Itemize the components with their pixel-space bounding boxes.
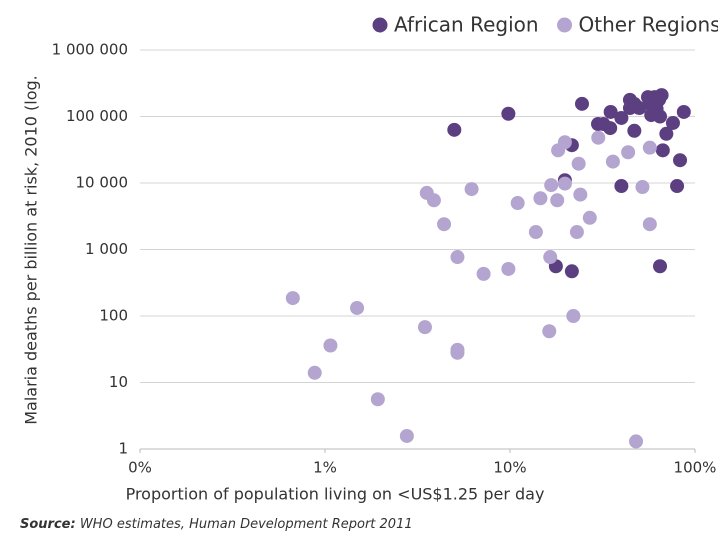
data-point xyxy=(627,123,642,138)
x-tick-label: 100% xyxy=(674,459,717,477)
data-point xyxy=(632,101,647,116)
data-point xyxy=(655,143,670,158)
data-point xyxy=(323,338,338,353)
data-point xyxy=(603,104,618,119)
y-tick-label: 1 xyxy=(118,440,128,458)
data-point xyxy=(673,153,688,168)
data-point xyxy=(642,140,657,155)
data-point xyxy=(399,428,414,443)
y-tick-label: 100 000 xyxy=(66,107,128,125)
data-point xyxy=(564,264,579,279)
data-point xyxy=(557,135,572,150)
data-point xyxy=(571,156,586,171)
data-point xyxy=(642,217,657,232)
data-point xyxy=(437,217,452,232)
data-point xyxy=(603,121,618,136)
y-tick-label: 1 000 xyxy=(85,240,128,258)
x-tick-label: 0% xyxy=(128,459,152,477)
data-point xyxy=(307,365,322,380)
legend-label: African Region xyxy=(394,13,539,37)
data-point xyxy=(426,193,441,208)
data-point xyxy=(450,250,465,265)
data-point xyxy=(605,154,620,169)
data-point xyxy=(614,110,629,125)
x-tick-label: 1% xyxy=(313,459,337,477)
data-point xyxy=(447,122,462,137)
data-point xyxy=(350,300,365,315)
source: Source: WHO estimates, Human Development… xyxy=(20,517,413,532)
y-axis-label: Malaria deaths per billion at risk, 2010… xyxy=(22,75,41,425)
source-text: WHO estimates, Human Development Report … xyxy=(80,517,413,532)
data-point xyxy=(569,225,584,240)
data-point xyxy=(417,320,432,335)
data-point xyxy=(659,126,674,141)
data-point xyxy=(450,345,465,360)
data-point xyxy=(591,130,606,145)
legend-label: Other Regions xyxy=(579,13,718,37)
x-axis-label: Proportion of population living on <US$1… xyxy=(126,485,545,504)
data-point xyxy=(510,196,525,211)
data-point xyxy=(566,309,581,323)
data-point xyxy=(476,266,491,281)
legend-marker xyxy=(557,17,573,33)
data-point xyxy=(544,178,559,193)
x-tick-label: 10% xyxy=(493,459,526,477)
data-point xyxy=(582,210,597,225)
data-point xyxy=(653,109,668,124)
y-tick-label: 10 xyxy=(109,373,128,391)
data-point xyxy=(557,176,572,191)
data-point xyxy=(550,193,565,208)
legend-marker xyxy=(372,17,388,33)
data-point xyxy=(574,96,589,111)
data-point xyxy=(501,106,516,121)
data-point xyxy=(665,115,680,130)
y-tick-label: 10 000 xyxy=(76,174,129,192)
data-point xyxy=(629,434,644,449)
data-point xyxy=(670,179,685,194)
source-label: Source: xyxy=(20,517,76,532)
data-point xyxy=(370,392,385,407)
data-point xyxy=(573,187,588,202)
data-point xyxy=(542,324,557,339)
data-point xyxy=(501,261,516,276)
data-point xyxy=(653,259,668,274)
data-point xyxy=(614,179,629,194)
data-point xyxy=(285,291,300,306)
data-point xyxy=(621,145,636,160)
y-tick-label: 100 xyxy=(99,307,128,325)
data-point xyxy=(676,104,691,119)
data-point xyxy=(533,191,548,206)
data-point xyxy=(528,225,543,240)
data-point xyxy=(543,250,558,265)
data-point xyxy=(635,180,650,195)
data-point xyxy=(464,182,479,197)
y-tick-label: 1 000 000 xyxy=(52,41,128,59)
